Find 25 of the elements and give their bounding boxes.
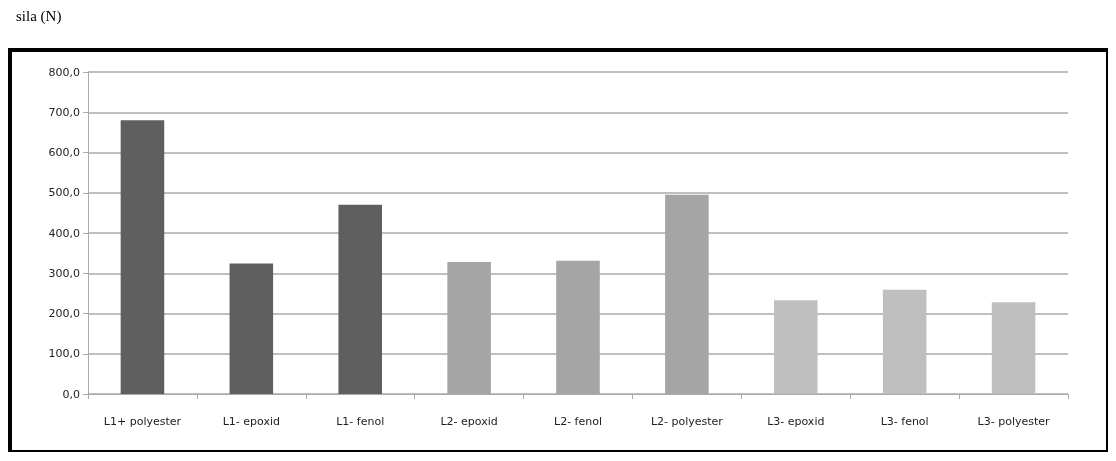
x-tick-label: L3- polyester	[977, 415, 1051, 428]
y-tick-label: 800,0	[48, 65, 80, 79]
x-tick-label: L1- fenol	[336, 415, 385, 428]
x-tick-label: L3- epoxid	[767, 415, 825, 428]
y-axis-title: sila (N)	[16, 8, 62, 25]
x-tick-label: L2- polyester	[650, 415, 724, 428]
bar	[774, 300, 818, 394]
x-tick-label: L1+ polyester	[103, 415, 182, 428]
bar	[229, 263, 274, 394]
y-tick-label: 600,0	[48, 146, 80, 159]
bar	[991, 302, 1036, 394]
x-tick-label: L2- fenol	[554, 415, 602, 428]
bar	[882, 289, 927, 394]
y-tick-label: 500,0	[48, 186, 80, 200]
y-tick-label: 200,0	[48, 307, 80, 320]
bar	[120, 120, 165, 394]
x-tick-label: L3- fenol	[880, 415, 929, 428]
x-tick-label: L1- epoxid	[222, 415, 280, 428]
bar	[338, 204, 382, 394]
y-tick-label: 0,0	[62, 387, 80, 401]
y-tick-label: 700,0	[48, 105, 80, 119]
y-tick-label: 100,0	[48, 347, 80, 361]
y-tick-label: 300,0	[48, 266, 80, 280]
x-tick-label: L2- epoxid	[440, 415, 498, 428]
y-tick-label: 400,0	[48, 226, 80, 240]
